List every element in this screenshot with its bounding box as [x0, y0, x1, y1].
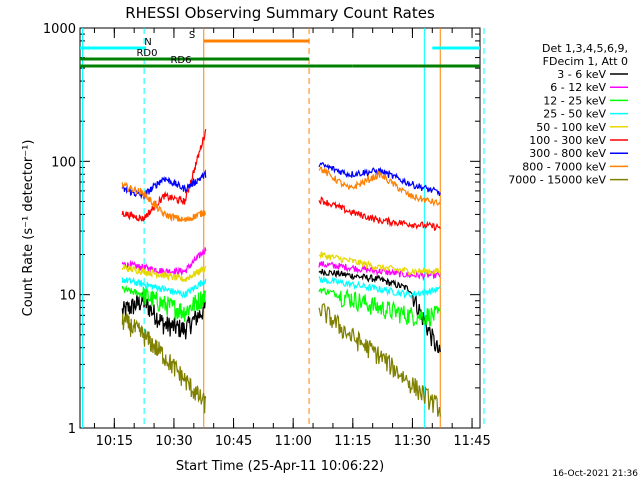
- x-tick-label: 11:45: [453, 434, 490, 449]
- legend-entry-label: 25 - 50 keV: [543, 108, 606, 121]
- y-tick-label: 1: [68, 422, 76, 437]
- legend-entry-label: 7000 - 15000 keV: [508, 174, 606, 187]
- series-line-1: [318, 261, 441, 282]
- y-tick-label: 100: [51, 155, 76, 170]
- legend-entry-label: 50 - 100 keV: [536, 121, 606, 134]
- series-line-4: [318, 251, 441, 276]
- plot-frame: [79, 27, 481, 429]
- series-line-0: [121, 292, 206, 340]
- legend-header-1: Det 1,3,4,5,6,9,: [542, 42, 628, 55]
- x-tick-label: 11:30: [394, 434, 431, 449]
- x-tick-label: 10:45: [215, 434, 252, 449]
- series-line-6: [318, 162, 441, 196]
- legend-entry-label: 300 - 800 keV: [529, 147, 606, 160]
- x-tick-label: 11:15: [334, 434, 371, 449]
- legend-entry-label: 100 - 300 keV: [529, 134, 606, 147]
- x-tick-label: 10:30: [155, 434, 192, 449]
- legend-entry-label: 6 - 12 keV: [550, 81, 606, 94]
- series-line-4: [121, 264, 207, 283]
- series-line-3: [318, 275, 441, 300]
- series-line-6: [121, 169, 207, 201]
- legend-header-2: FDecim 1, Att 0: [543, 55, 628, 68]
- flag-label: S: [189, 30, 195, 41]
- legend-entry-label: 800 - 7000 keV: [522, 160, 606, 173]
- series-line-2: [121, 284, 207, 322]
- series-line-3: [121, 277, 207, 299]
- series-line-8: [121, 313, 207, 414]
- legend-entry-label: 3 - 6 keV: [557, 68, 606, 81]
- series-line-2: [318, 287, 441, 328]
- series-line-7: [318, 166, 441, 207]
- flag-label: RD0: [136, 48, 157, 59]
- y-axis-label: Count Rate (s⁻¹ detector⁻¹): [21, 140, 36, 317]
- y-tick-label: 1000: [43, 22, 76, 37]
- flag-label: N: [144, 37, 151, 48]
- series-line-8: [318, 302, 441, 417]
- chart-title: RHESSI Observing Summary Count Rates: [125, 4, 435, 22]
- legend-entry-label: 12 - 25 keV: [543, 94, 606, 107]
- flag-label: RD6: [170, 55, 191, 66]
- series-line-5: [121, 128, 207, 222]
- y-tick-label: 10: [59, 289, 76, 304]
- x-tick-label: 11:00: [274, 434, 311, 449]
- footer-date: 16-Oct-2021 21:36: [553, 469, 639, 479]
- series-line-5: [318, 196, 441, 232]
- series-line-7: [121, 181, 207, 223]
- x-axis-label: Start Time (25-Apr-11 10:06:22): [176, 459, 384, 474]
- x-tick-label: 10:15: [96, 434, 133, 449]
- series-line-0: [318, 268, 441, 354]
